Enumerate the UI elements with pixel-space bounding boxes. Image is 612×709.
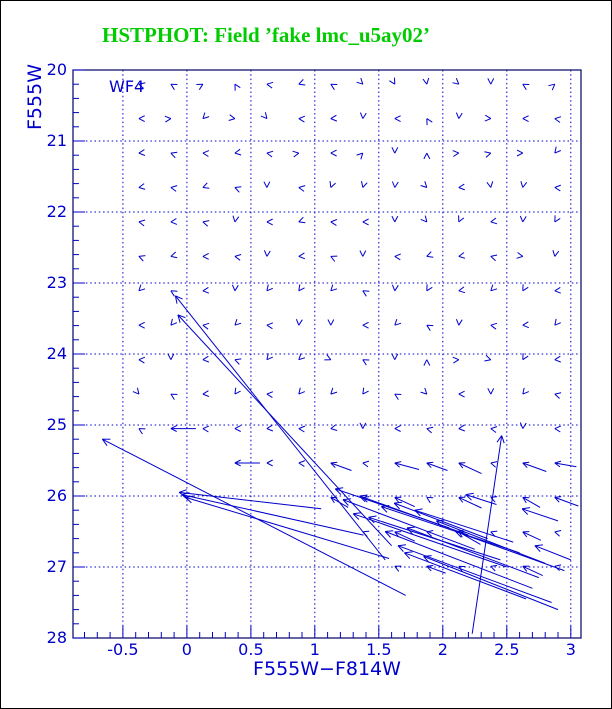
chip-annotation-wf4: WF4 [109, 77, 145, 96]
svg-text:22: 22 [47, 202, 67, 221]
svg-text:-0.5: -0.5 [107, 640, 138, 659]
svg-text:1.5: 1.5 [366, 640, 391, 659]
svg-text:21: 21 [47, 131, 67, 150]
svg-text:26: 26 [47, 486, 67, 505]
svg-text:24: 24 [47, 344, 67, 363]
svg-text:3: 3 [566, 640, 576, 659]
svg-text:20: 20 [47, 60, 67, 79]
svg-text:23: 23 [47, 273, 67, 292]
svg-text:2.5: 2.5 [494, 640, 519, 659]
svg-text:27: 27 [47, 557, 67, 576]
svg-text:28: 28 [47, 628, 67, 647]
svg-text:0.5: 0.5 [238, 640, 263, 659]
svg-text:25: 25 [47, 415, 67, 434]
plot-title: HSTPHOT: Field ’fake lmc_u5ay02’ [101, 23, 430, 47]
x-axis-label: F555W−F814W [253, 658, 401, 680]
svg-text:0: 0 [182, 640, 192, 659]
y-axis-label: F555W [24, 64, 46, 130]
svg-text:2: 2 [438, 640, 448, 659]
svg-text:1: 1 [310, 640, 320, 659]
